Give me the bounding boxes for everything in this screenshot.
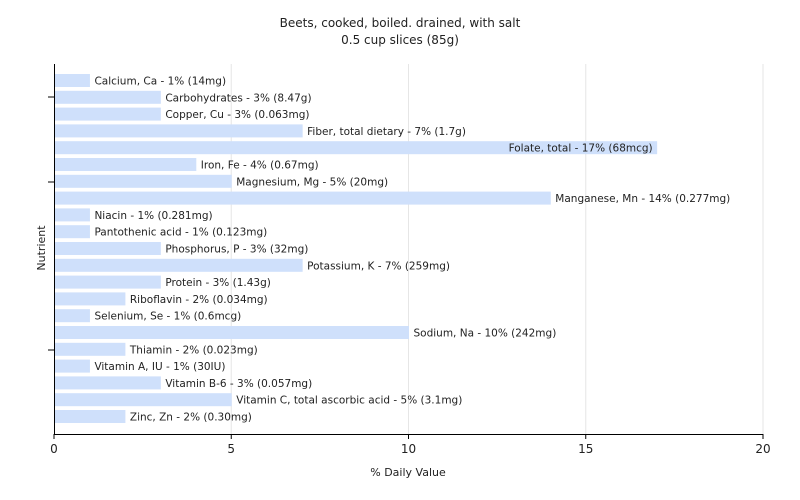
bar: [54, 242, 161, 255]
x-tick-label: 5: [227, 442, 235, 456]
bar: [54, 158, 197, 171]
y-axis-title: Nutrient: [35, 225, 48, 271]
bar-label: Selenium, Se - 1% (0.6mcg): [94, 311, 241, 323]
bar: [54, 342, 126, 356]
bar-label: Carbohydrates - 3% (8.47g): [165, 92, 311, 104]
bar: [54, 174, 232, 188]
bar: [54, 309, 90, 323]
bar: [54, 292, 126, 306]
bar-label: Zinc, Zn - 2% (0.30mg): [130, 412, 252, 424]
bar: [54, 275, 161, 289]
bar-label: Thiamin - 2% (0.023mg): [129, 344, 258, 356]
bar-label: Protein - 3% (1.43g): [165, 277, 271, 289]
bar-label: Vitamin B-6 - 3% (0.057mg): [165, 378, 312, 390]
bar: [54, 141, 658, 155]
bar-label: Sodium, Na - 10% (242mg): [414, 328, 557, 340]
bar: [54, 359, 90, 373]
bars: [54, 74, 658, 423]
x-tick-label: 20: [755, 442, 770, 456]
bar-label: Phosphorus, P - 3% (32mg): [165, 244, 308, 256]
bar: [54, 74, 90, 87]
bar: [54, 410, 126, 423]
bar-label: Pantothenic acid - 1% (0.123mg): [94, 227, 267, 239]
bar-label: Magnesium, Mg - 5% (20mg): [236, 176, 388, 188]
axes: 0 5 10 15 20: [48, 64, 771, 456]
x-axis-title: % Daily Value: [370, 466, 446, 479]
bar: [54, 376, 161, 390]
x-tick-label: 10: [401, 442, 416, 456]
bar-label: Calcium, Ca - 1% (14mg): [94, 76, 226, 88]
bar-label: Iron, Fe - 4% (0.67mg): [201, 160, 319, 172]
bar: [54, 208, 90, 222]
bar-label: Niacin - 1% (0.281mg): [94, 210, 212, 222]
bar-labels: Calcium, Ca - 1% (14mg) Carbohydrates - 3…: [94, 76, 730, 424]
bar-label: Vitamin C, total ascorbic acid - 5% (3.1…: [236, 395, 462, 407]
bar: [54, 124, 303, 138]
bar-label: Potassium, K - 7% (259mg): [307, 260, 450, 272]
chart-subtitle: 0.5 cup slices (85g): [341, 33, 459, 47]
bar: [54, 90, 161, 104]
bar-label: Vitamin A, IU - 1% (30IU): [94, 361, 225, 373]
bar: [54, 326, 409, 339]
x-tick-label: 15: [578, 442, 593, 456]
bar: [54, 225, 90, 239]
x-tick-label: 0: [50, 442, 58, 456]
bar-label: Manganese, Mn - 14% (0.277mg): [555, 193, 730, 205]
bar: [54, 191, 551, 205]
bar-label: Riboflavin - 2% (0.034mg): [130, 294, 268, 306]
bar: [54, 107, 161, 121]
bar-label: Folate, total - 17% (68mcg): [509, 143, 653, 155]
bar: [54, 258, 303, 272]
bar: [54, 393, 232, 407]
bar-label: Copper, Cu - 3% (0.063mg): [165, 109, 309, 121]
bar-label: Fiber, total dietary - 7% (1.7g): [307, 126, 466, 138]
chart-title: Beets, cooked, boiled. drained, with sal…: [279, 16, 521, 30]
